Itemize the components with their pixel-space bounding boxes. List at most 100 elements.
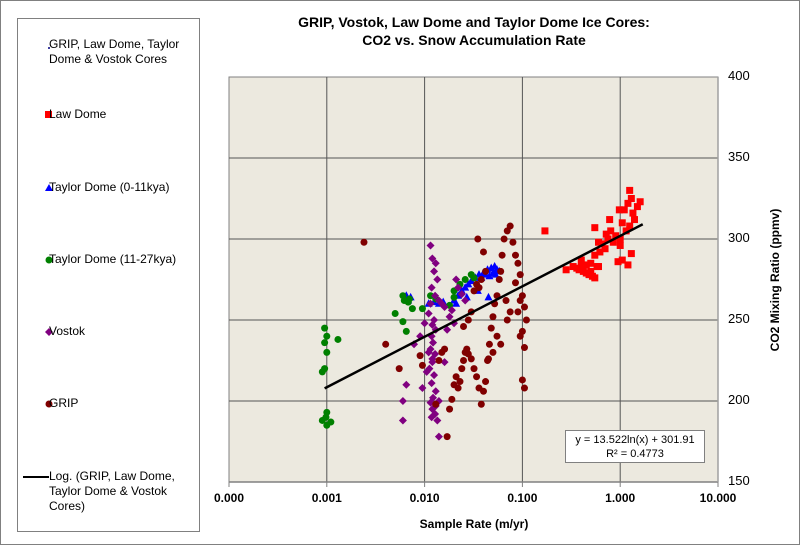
grip-point bbox=[487, 324, 495, 332]
grip-point bbox=[489, 313, 497, 321]
grip-point bbox=[489, 348, 497, 356]
legend-label: Taylor Dome (11-27kya) bbox=[49, 252, 177, 266]
taylor-dome-0-11kya--point bbox=[452, 299, 461, 307]
legend: GRIP, Law Dome, Taylor Dome & Vostok Cor… bbox=[17, 18, 200, 532]
grip-point bbox=[470, 365, 478, 373]
grip-point bbox=[477, 276, 485, 283]
grip-point bbox=[514, 308, 522, 316]
grip-point bbox=[520, 303, 528, 311]
vostok-point bbox=[424, 348, 433, 357]
y-tick-label: 400 bbox=[728, 68, 750, 83]
vostok-point bbox=[426, 241, 435, 250]
grip-point bbox=[484, 355, 492, 363]
grip-point bbox=[477, 400, 485, 408]
taylor-dome-11-27kya--point bbox=[334, 335, 342, 343]
chart-title-line2: CO2 vs. Snow Accumulation Rate bbox=[362, 32, 586, 48]
grip-point bbox=[516, 297, 524, 305]
grip-point bbox=[441, 345, 449, 353]
grip-point bbox=[482, 267, 490, 275]
taylor-dome-11-27kya--point bbox=[470, 274, 478, 282]
taylor-dome-11-27kya--point bbox=[402, 327, 410, 335]
taylor-dome-11-27kya--point bbox=[391, 310, 399, 318]
vostok-point bbox=[430, 267, 439, 276]
x-tick-label: 0.000 bbox=[214, 491, 244, 505]
legend-label: GRIP, Law Dome, Taylor Dome & Vostok Cor… bbox=[49, 37, 180, 66]
taylor-dome-11-27kya--point bbox=[399, 318, 407, 326]
taylor-dome-11-27kya--point bbox=[461, 276, 469, 283]
grip-point bbox=[506, 222, 514, 230]
taylor-dome-11-27kya--point bbox=[427, 292, 435, 300]
vostok-point bbox=[402, 380, 411, 389]
legend-label: Log. (GRIP, Law Dome, Taylor Dome & Vost… bbox=[49, 469, 175, 513]
law-dome-point bbox=[630, 216, 638, 224]
taylor-dome-11-27kya--point bbox=[323, 332, 331, 340]
grip-point bbox=[514, 259, 522, 267]
law-dome-point bbox=[622, 227, 630, 235]
grip-point bbox=[479, 387, 487, 395]
grip-point bbox=[454, 384, 462, 392]
chart-title: GRIP, Vostok, Law Dome and Taylor Dome I… bbox=[229, 13, 719, 49]
grip-point bbox=[475, 284, 483, 292]
law-dome-point bbox=[616, 235, 624, 243]
grip-point bbox=[467, 355, 475, 363]
law-dome-point bbox=[602, 230, 610, 238]
vostok-point bbox=[457, 290, 466, 299]
grip-point bbox=[497, 340, 505, 348]
law-dome-point bbox=[618, 219, 626, 227]
grip-point bbox=[443, 433, 451, 441]
vostok-point bbox=[447, 306, 456, 315]
vostok-point bbox=[420, 319, 429, 328]
vostok-point bbox=[427, 413, 436, 422]
vostok-point bbox=[428, 254, 437, 263]
y-axis-label: CO2 Mixing Ratio (ppmv) bbox=[768, 209, 782, 352]
law-dome-point bbox=[587, 267, 595, 275]
vostok-point bbox=[398, 397, 407, 405]
taylor-dome-0-11kya--point bbox=[467, 276, 476, 285]
grip-point bbox=[511, 251, 519, 259]
axes bbox=[229, 77, 719, 483]
vostok-point bbox=[427, 283, 436, 292]
trendline-equation: y = 13.522ln(x) + 301.91 bbox=[575, 434, 695, 446]
taylor-dome-11-27kya--point bbox=[321, 324, 329, 332]
law-dome-point bbox=[624, 261, 632, 269]
grip-point bbox=[360, 238, 368, 246]
vostok-point bbox=[431, 259, 440, 268]
grip-point bbox=[432, 400, 440, 408]
grip-point bbox=[418, 361, 426, 369]
law-dome-point bbox=[609, 238, 617, 246]
trendline bbox=[324, 223, 644, 390]
law-dome-point bbox=[626, 186, 634, 194]
law-dome-point bbox=[636, 198, 644, 206]
taylor-dome-11-27kya--point bbox=[418, 305, 426, 313]
law-dome-point bbox=[612, 232, 620, 240]
law-dome-point bbox=[591, 274, 599, 282]
grip-point bbox=[498, 251, 506, 259]
taylor-dome-11-27kya--point bbox=[321, 339, 329, 347]
y-tick-label: 200 bbox=[728, 392, 750, 407]
x-axis-label: Sample Rate (m/yr) bbox=[420, 517, 529, 531]
vostok-point bbox=[426, 299, 435, 308]
grip-point bbox=[485, 340, 493, 348]
grip-point bbox=[464, 316, 472, 324]
taylor-dome-11-27kya--point bbox=[450, 293, 458, 301]
grip-point bbox=[452, 373, 460, 381]
grip-point bbox=[509, 238, 517, 246]
law-dome-point bbox=[629, 209, 637, 217]
law-dome-point bbox=[601, 245, 609, 253]
vostok-point bbox=[427, 379, 436, 388]
law-dome-point bbox=[541, 227, 549, 235]
law-dome-point bbox=[607, 227, 615, 235]
law-dome-point bbox=[577, 263, 585, 271]
law-dome-point bbox=[596, 248, 604, 256]
law-dome-point bbox=[614, 258, 622, 266]
x-tick-label: 0.100 bbox=[507, 491, 537, 505]
y-tick-label: 150 bbox=[728, 473, 750, 488]
legend-label: Vostok bbox=[49, 324, 86, 338]
grip-point bbox=[416, 352, 424, 360]
vostok-point bbox=[422, 367, 431, 376]
grip-point bbox=[470, 287, 478, 295]
line-marker-icon bbox=[23, 471, 49, 481]
vostok-point bbox=[398, 416, 407, 425]
taylor-dome-11-27kya--point bbox=[323, 348, 331, 356]
